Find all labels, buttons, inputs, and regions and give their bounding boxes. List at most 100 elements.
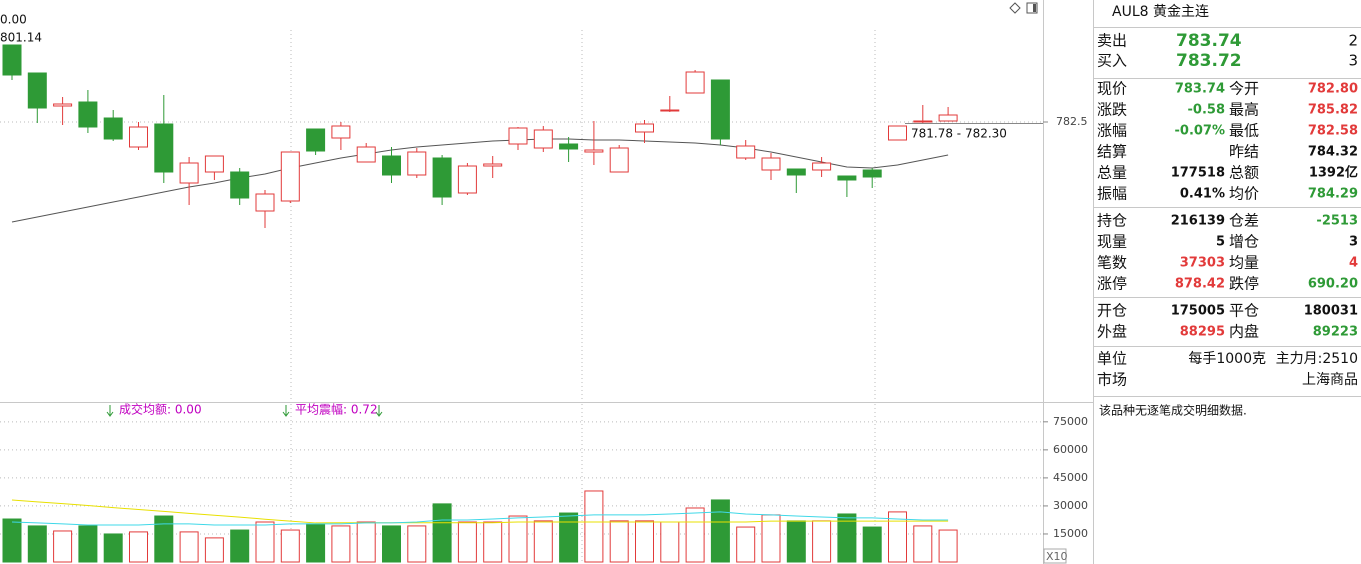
field-label: 昨结 [1229,143,1259,161]
field-label: 平仓 [1229,302,1259,320]
field-value: 783.74 [1175,82,1225,97]
icon [1033,4,1036,12]
field-value: 4 [1349,256,1358,271]
field-value: 0.41% [1180,187,1225,202]
arrow[interactable] [106,405,114,417]
volume-bar [129,531,148,563]
candle-body [483,163,503,167]
candle-body [888,125,907,141]
candle-body [635,123,654,133]
field-label: 涨停 [1097,275,1127,293]
candle-body [103,117,123,140]
volume-bar [710,499,730,563]
volume-bar [888,511,907,563]
info-value: 每手1000克 [1188,351,1266,367]
volume-bar [862,526,882,563]
volume-bar [609,520,629,563]
field-label: 均价 [1229,185,1259,203]
field-value: 1392亿 [1309,165,1358,181]
field-value: -2513 [1316,214,1358,229]
volume-bar [635,520,654,563]
field-label: 总量 [1097,164,1127,182]
field-label: 均量 [1229,254,1259,272]
quote-label: 卖出 [1097,32,1127,50]
annotation: 781.78 - 782.30 [911,127,1007,141]
volume-bar [559,512,579,563]
candle-body [609,147,629,173]
quote-count: 2 [1348,32,1358,50]
annotation: 0.00 [0,13,27,27]
info-label: 市场 [1097,371,1127,389]
volume-bar [913,525,933,563]
volume-bar [356,521,376,563]
volume-bar [660,521,680,563]
field-value: 690.20 [1308,277,1358,292]
volume-bar [331,525,351,563]
candle-body [862,169,882,178]
field-label: 开仓 [1097,302,1127,320]
field-label: 笔数 [1097,254,1127,272]
volume-bar [78,525,98,563]
arrow[interactable] [282,405,290,417]
candle-body [53,103,73,107]
volume-bar [584,490,604,563]
candle-body [331,125,351,139]
volume-bar [382,525,401,563]
icon[interactable] [1009,2,1021,14]
candle-body [306,128,326,152]
field-label: 现价 [1097,80,1127,98]
annotation: X10 [1046,550,1068,563]
field-label: 最低 [1229,122,1259,140]
candle-body [559,143,579,150]
candle-body [154,123,174,173]
quote-price: 783.74 [1176,31,1242,51]
candle-body [457,165,477,194]
quote-price: 783.72 [1176,51,1242,71]
volume-bar [306,523,326,563]
candle-body [2,44,22,76]
candle-body [204,155,224,173]
field-value: 782.58 [1308,124,1358,139]
y-tick-label: 60000 [1053,443,1088,456]
volume-bar [685,507,705,563]
candle-body [837,175,857,181]
field-label: 振幅 [1097,185,1127,203]
volume-bar [508,515,528,563]
volume-bar [432,503,452,563]
candle-body [129,126,148,148]
indicator-label: 成交均额: 0.00 [119,402,202,417]
candle-body [761,157,781,171]
field-value: 785.82 [1308,103,1358,118]
candle-body [508,127,528,145]
volume-bar [736,526,756,563]
field-value: 88295 [1180,325,1225,340]
arrow[interactable] [375,405,383,417]
candle-body [710,79,730,140]
field-value: -0.07% [1175,124,1226,139]
volume-ma [11,499,949,524]
candle-body [280,151,300,202]
field-label: 持仓 [1097,212,1127,230]
candle-body [812,162,832,171]
volume-bar [761,514,781,563]
candle-body [78,101,98,128]
volume-bar [204,537,224,563]
icon[interactable] [1026,2,1038,14]
candle-body [913,120,933,123]
field-label: 现量 [1097,233,1127,251]
field-value: 784.32 [1308,145,1358,160]
candle-body [382,155,401,176]
indicator-label: 平均震幅: 0.72 [295,402,378,417]
field-label: 跌停 [1229,275,1259,293]
volume-bar [103,533,123,563]
field-value: 5 [1216,235,1225,250]
field-value: 784.29 [1308,187,1358,202]
field-label: 结算 [1097,143,1127,161]
field-value: 216139 [1171,214,1225,229]
panel-note: 该品种无逐笔成交明细数据. [1099,403,1247,418]
y-tick-label: 782.5 [1056,115,1088,128]
y-tick-label: 15000 [1053,527,1088,540]
candle-body [938,114,958,122]
